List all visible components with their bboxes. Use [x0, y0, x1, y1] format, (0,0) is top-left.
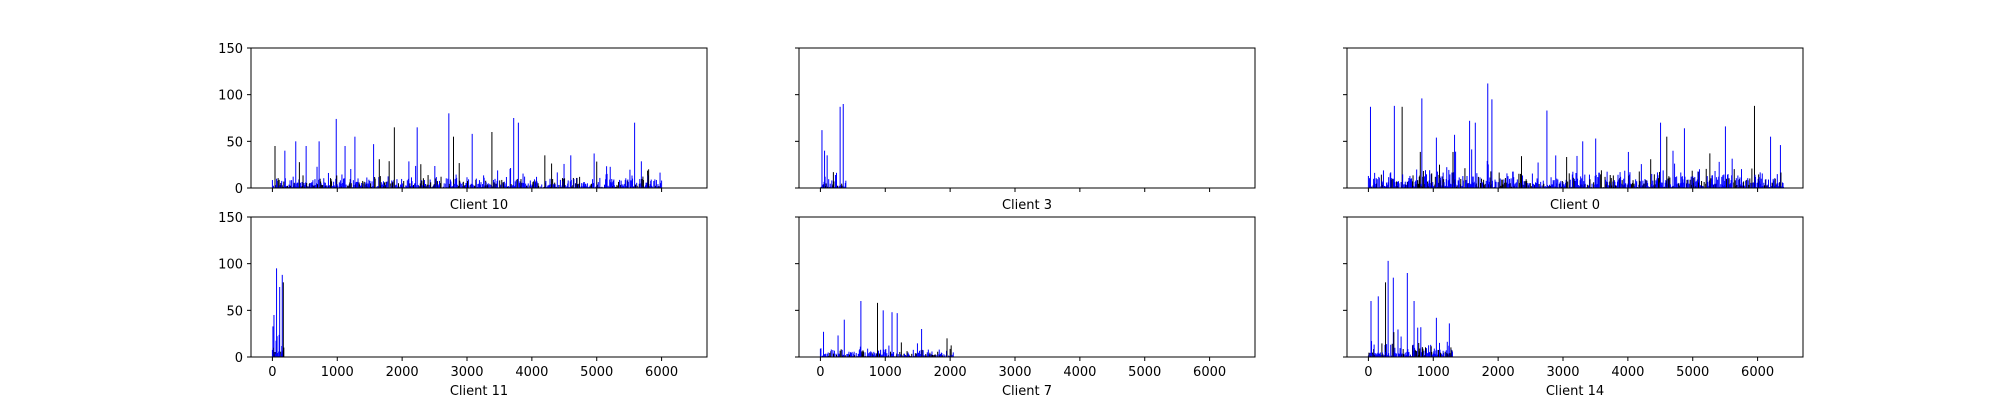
y-tick-label: 50 — [226, 135, 243, 150]
x-tick-label: 5000 — [1676, 365, 1709, 380]
subplot: 0 50 100 150 Client 10 — [218, 42, 708, 213]
y-tick-label: 50 — [226, 304, 243, 319]
subplot: 0 1000 2000 3000 4000 5000 6000 Client 7 — [795, 216, 1256, 399]
x-tick-label: 0 — [268, 365, 276, 380]
x-tick-label: 4000 — [1063, 365, 1096, 380]
x-tick-label: 3000 — [450, 365, 483, 380]
x-tick-label: 3000 — [1546, 365, 1579, 380]
y-tick-label: 0 — [235, 351, 243, 366]
x-tick-label: 1000 — [869, 365, 902, 380]
y-tick-label: 100 — [218, 258, 243, 273]
y-tick-label: 150 — [218, 211, 243, 226]
x-tick-label: 2000 — [934, 365, 967, 380]
x-tick-label: 5000 — [580, 365, 613, 380]
x-tick-label: 2000 — [386, 365, 419, 380]
bar-series — [271, 268, 285, 357]
x-tick-label: 0 — [816, 365, 824, 380]
axes-frame — [1346, 47, 1804, 189]
x-tick-label: 6000 — [1193, 365, 1226, 380]
subplot: Client 0 — [1343, 47, 1804, 213]
x-tick-label: 6000 — [1741, 365, 1774, 380]
client-label: Client 7 — [1002, 384, 1052, 399]
x-tick-label: 0 — [1364, 365, 1372, 380]
y-tick-label: 0 — [235, 182, 243, 197]
axes-frame — [798, 216, 1256, 358]
x-tick-label: 4000 — [1611, 365, 1644, 380]
x-tick-label: 6000 — [645, 365, 678, 380]
x-tick-label: 3000 — [998, 365, 1031, 380]
axes-frame — [250, 216, 708, 358]
bar-series — [820, 104, 847, 188]
x-tick-label: 1000 — [1417, 365, 1450, 380]
client-label: Client 11 — [450, 384, 508, 399]
x-tick-label: 5000 — [1128, 365, 1161, 380]
axes-frame — [1346, 216, 1804, 358]
subplot: Client 3 — [795, 47, 1256, 213]
y-tick-label: 100 — [218, 89, 243, 104]
bar-series — [1367, 260, 1453, 357]
client-label: Client 14 — [1546, 384, 1604, 399]
subplot-grid: 0 50 100 150 Client 10 Client 3 Client 0 0 50 100… — [218, 42, 1804, 399]
subplot: 0 50 100 150 0 1000 2000 3000 4000 5000 6000 Client… — [218, 211, 708, 399]
axes-frame — [798, 47, 1256, 189]
x-tick-label: 2000 — [1482, 365, 1515, 380]
subplot: 0 1000 2000 3000 4000 5000 6000 Client 14 — [1343, 216, 1804, 399]
bar-series — [1367, 83, 1785, 188]
x-tick-label: 1000 — [321, 365, 354, 380]
y-tick-label: 150 — [218, 42, 243, 57]
client-label: Client 10 — [450, 198, 508, 213]
client-label: Client 0 — [1550, 198, 1600, 213]
x-tick-label: 4000 — [515, 365, 548, 380]
client-label: Client 3 — [1002, 198, 1052, 213]
axes-frame — [250, 47, 708, 189]
